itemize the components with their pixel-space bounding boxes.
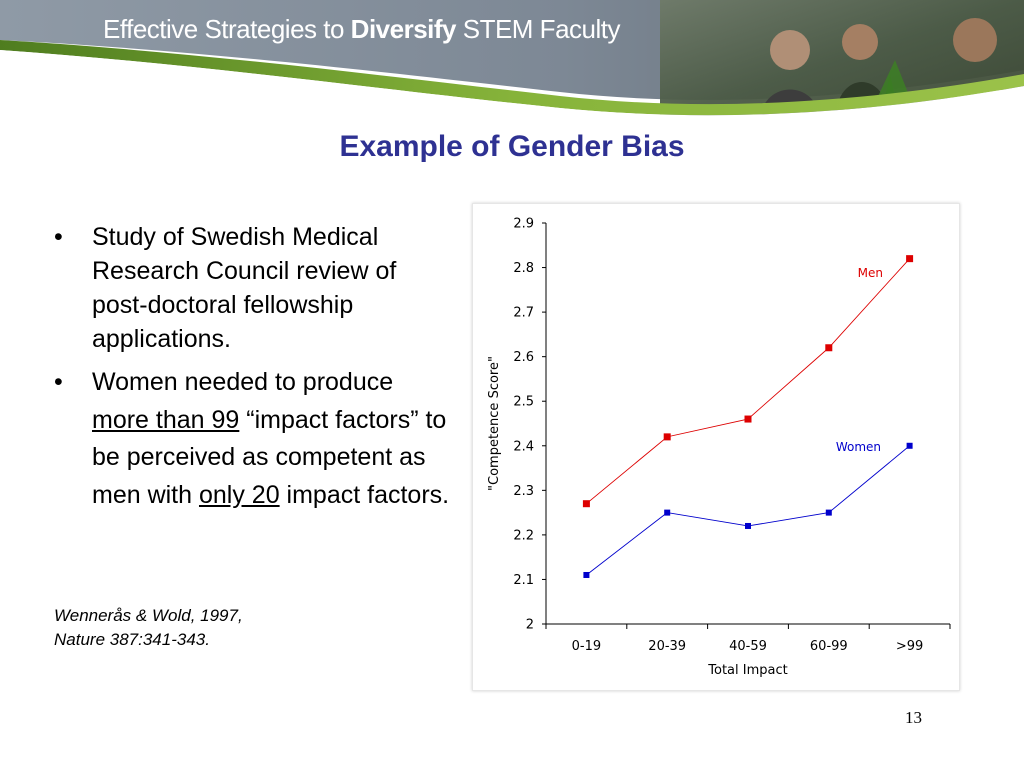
data-point-women: [664, 509, 671, 516]
x-tick-label: 60-99: [810, 639, 848, 654]
data-point-men: [663, 433, 671, 441]
bullet-item-study: • Study of Swedish Medical Research Coun…: [52, 220, 452, 356]
data-point-men: [825, 344, 833, 352]
y-tick-label: 2.8: [513, 261, 534, 276]
data-point-men: [582, 500, 590, 508]
bullet-text: “impact factors” to be perceived as comp…: [92, 405, 447, 509]
y-tick-label: 2.5: [513, 395, 534, 410]
data-point-men: [906, 255, 914, 263]
x-tick-label: 20-39: [648, 639, 686, 654]
y-tick-label: 2.9: [513, 217, 534, 232]
x-tick-label: >99: [896, 639, 923, 654]
underlined-phrase: only 20: [198, 480, 280, 509]
bullet-text: Women needed to produce: [92, 368, 394, 396]
header-banner: Effective Strategies to Diversify STEM F…: [0, 0, 1024, 120]
series-label-men: Men: [858, 266, 883, 280]
bullet-item-women: • Women needed to produce more than 99 “…: [52, 364, 452, 514]
underlined-phrase: more than 99: [92, 405, 240, 434]
banner-graphic: [0, 0, 1024, 120]
data-point-women: [745, 522, 751, 529]
y-tick-label: 2.1: [513, 573, 534, 588]
y-axis-title: "Competence Score": [487, 356, 502, 491]
bullet-dot: •: [54, 368, 63, 396]
data-point-women: [583, 571, 590, 578]
y-tick-label: 2.2: [513, 528, 534, 543]
data-point-men: [744, 415, 752, 423]
banner-title: Effective Strategies to Diversify STEM F…: [103, 14, 620, 44]
series-label-women: Women: [836, 440, 881, 454]
y-tick-label: 2.3: [513, 484, 534, 499]
series-line-men: [586, 258, 910, 505]
x-axis-title: Total Impact: [707, 663, 787, 678]
data-point-women: [825, 509, 832, 516]
citation: Wennerås & Wold, 1997, Nature 387:341-34…: [54, 604, 243, 652]
citation-line: Wennerås & Wold, 1997,: [54, 606, 243, 625]
y-tick-label: 2.6: [513, 350, 534, 365]
bullet-text: impact factors.: [279, 480, 450, 509]
y-tick-label: 2: [526, 618, 534, 633]
chart-frame: 2 2.1 2.2 2.3 2.4 2.5 2.6 2.7 2.8 2.9 0-19 20-39 40-…: [472, 203, 960, 691]
slide-title: Example of Gender Bias: [339, 130, 685, 163]
citation-line: Nature 387:341-343.: [54, 630, 210, 649]
x-tick-label: 40-59: [729, 639, 767, 654]
bullet-dot: •: [54, 223, 63, 251]
data-point-women: [906, 442, 913, 449]
y-tick-label: 2.4: [513, 439, 534, 454]
page-number: 13: [905, 708, 922, 727]
series-line-women: [586, 445, 910, 576]
y-tick-label: 2.7: [513, 306, 534, 321]
line-chart: 2 2.1 2.2 2.3 2.4 2.5 2.6 2.7 2.8 2.9 0-19 20-39 40-…: [487, 217, 951, 678]
x-tick-label: 0-19: [572, 639, 602, 654]
bullet-text: Study of Swedish Medical Research Counci…: [92, 223, 397, 353]
bullet-list: • Study of Swedish Medical Research Coun…: [52, 220, 452, 514]
